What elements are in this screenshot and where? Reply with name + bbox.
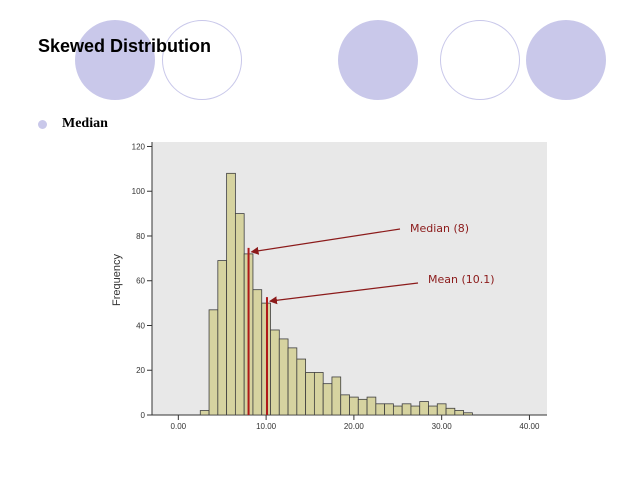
histogram-bar	[419, 401, 429, 416]
histogram-bar	[392, 405, 403, 416]
x-tick-label: 0.00	[171, 422, 187, 431]
histogram-bar	[305, 372, 315, 416]
histogram-bar	[287, 347, 298, 416]
histogram-bar	[366, 396, 377, 416]
decor-circle-1	[75, 20, 155, 100]
histogram-bar	[270, 329, 280, 416]
histogram-bar	[357, 398, 368, 416]
y-tick-label: 120	[132, 142, 146, 151]
y-tick-label: 80	[136, 232, 145, 241]
histogram-bar	[252, 289, 263, 416]
histogram-bar	[445, 407, 456, 416]
histogram-bar	[384, 403, 394, 416]
mean-annotation: Mean (10.1)	[428, 273, 495, 286]
histogram-bar	[331, 376, 342, 416]
y-tick-label: 0	[141, 411, 146, 420]
y-axis-label: Frequency	[111, 254, 123, 306]
histogram-bar	[234, 213, 245, 416]
decor-circle-3	[338, 20, 418, 100]
x-tick-label: 40.00	[519, 422, 540, 431]
x-tick-label: 20.00	[344, 422, 365, 431]
x-tick-label: 10.00	[256, 422, 277, 431]
mean-arrow	[268, 282, 419, 305]
histogram-bar	[208, 309, 219, 416]
histogram-bar	[340, 394, 350, 416]
bullet-dot-icon	[38, 120, 47, 129]
histogram-bar	[278, 338, 289, 416]
histogram-bar	[436, 403, 447, 416]
y-tick-label: 40	[136, 321, 145, 330]
x-tick-label: 30.00	[432, 422, 453, 431]
histogram-bar	[463, 412, 473, 416]
y-tick-label: 60	[136, 277, 145, 286]
histogram-bar	[199, 410, 210, 416]
histogram-bar	[428, 405, 438, 416]
median-arrow	[250, 228, 401, 255]
median-annotation: Median (8)	[410, 222, 469, 235]
decor-circle-2	[162, 20, 242, 100]
decor-circle-4	[440, 20, 520, 100]
bullet-text: Median	[62, 116, 108, 131]
histogram-bar	[226, 172, 236, 416]
histogram-bar	[322, 383, 333, 416]
histogram-bar	[410, 405, 421, 416]
histogram-bar	[401, 403, 412, 416]
decor-circle-5	[526, 20, 606, 100]
histogram-bar	[217, 260, 228, 416]
histogram-bar	[454, 410, 465, 416]
y-tick-label: 20	[136, 366, 145, 375]
histogram-bar	[349, 396, 359, 416]
slide-title: Skewed Distribution	[38, 36, 212, 56]
histogram-bar	[296, 358, 307, 416]
y-tick-label: 100	[132, 187, 146, 196]
histogram-bar	[375, 403, 386, 416]
histogram-bar	[313, 372, 324, 416]
